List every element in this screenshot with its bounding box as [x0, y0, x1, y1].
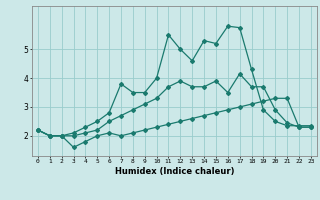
X-axis label: Humidex (Indice chaleur): Humidex (Indice chaleur) — [115, 167, 234, 176]
